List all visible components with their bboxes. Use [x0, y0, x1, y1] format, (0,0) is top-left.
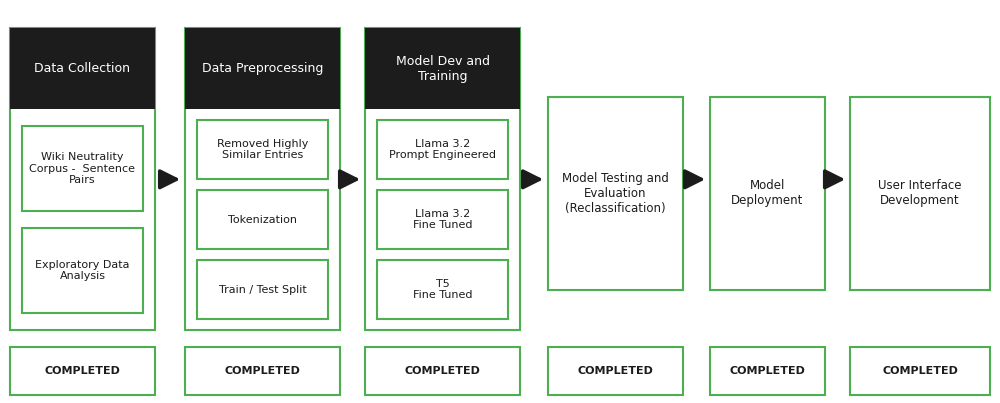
Text: Llama 3.2
Fine Tuned: Llama 3.2 Fine Tuned	[413, 209, 472, 231]
FancyBboxPatch shape	[22, 126, 143, 211]
FancyBboxPatch shape	[377, 120, 508, 179]
FancyBboxPatch shape	[377, 190, 508, 249]
Text: Model Dev and
Training: Model Dev and Training	[396, 54, 490, 83]
FancyBboxPatch shape	[197, 190, 328, 249]
FancyBboxPatch shape	[197, 260, 328, 319]
FancyBboxPatch shape	[850, 347, 990, 395]
Text: Model Testing and
Evaluation
(Reclassification): Model Testing and Evaluation (Reclassifi…	[562, 172, 669, 215]
Text: Train / Test Split: Train / Test Split	[219, 285, 306, 295]
FancyBboxPatch shape	[710, 347, 825, 395]
Text: Data Preprocessing: Data Preprocessing	[202, 62, 323, 75]
FancyBboxPatch shape	[185, 28, 340, 109]
Text: COMPLETED: COMPLETED	[882, 366, 958, 376]
Text: COMPLETED: COMPLETED	[730, 366, 805, 376]
FancyBboxPatch shape	[710, 97, 825, 290]
Text: COMPLETED: COMPLETED	[405, 366, 480, 376]
Text: COMPLETED: COMPLETED	[225, 366, 300, 376]
FancyBboxPatch shape	[197, 120, 328, 179]
FancyBboxPatch shape	[548, 347, 683, 395]
Text: Llama 3.2
Prompt Engineered: Llama 3.2 Prompt Engineered	[389, 139, 496, 160]
Text: COMPLETED: COMPLETED	[45, 366, 120, 376]
Text: User Interface
Development: User Interface Development	[878, 179, 962, 208]
Text: Tokenization: Tokenization	[228, 215, 297, 224]
Text: T5
Fine Tuned: T5 Fine Tuned	[413, 279, 472, 301]
Text: Data Collection: Data Collection	[34, 62, 130, 75]
Text: Wiki Neutrality
Corpus -  Sentence
Pairs: Wiki Neutrality Corpus - Sentence Pairs	[29, 152, 136, 185]
FancyBboxPatch shape	[365, 347, 520, 395]
FancyBboxPatch shape	[365, 28, 520, 109]
FancyBboxPatch shape	[10, 347, 155, 395]
FancyBboxPatch shape	[185, 347, 340, 395]
FancyBboxPatch shape	[377, 260, 508, 319]
FancyBboxPatch shape	[548, 97, 683, 290]
Text: Removed Highly
Similar Entries: Removed Highly Similar Entries	[217, 139, 308, 160]
FancyBboxPatch shape	[850, 97, 990, 290]
Text: COMPLETED: COMPLETED	[578, 366, 653, 376]
Text: Model
Deployment: Model Deployment	[731, 179, 804, 208]
Text: Exploratory Data
Analysis: Exploratory Data Analysis	[35, 260, 130, 281]
FancyBboxPatch shape	[10, 28, 155, 109]
FancyBboxPatch shape	[22, 229, 143, 313]
